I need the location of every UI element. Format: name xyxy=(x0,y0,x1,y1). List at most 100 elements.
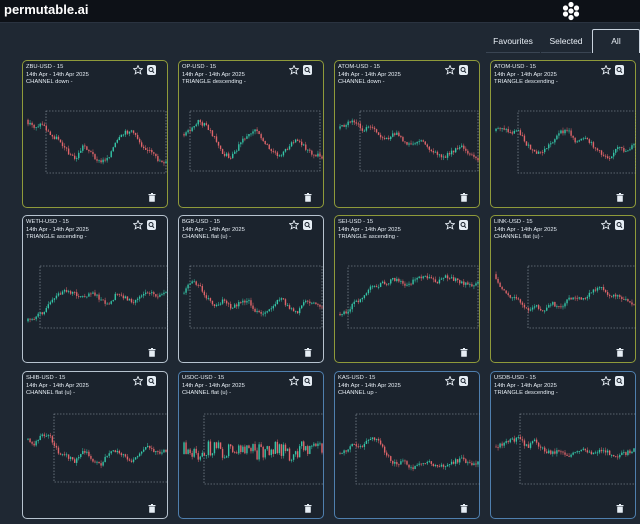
candle-body xyxy=(594,452,597,454)
candle-body xyxy=(541,447,544,449)
candle-body xyxy=(450,461,453,465)
candle-body xyxy=(161,294,163,296)
star-icon[interactable] xyxy=(289,65,299,75)
trash-icon[interactable] xyxy=(616,193,624,202)
star-icon[interactable] xyxy=(445,65,455,75)
candle-body xyxy=(539,446,542,448)
trash-icon[interactable] xyxy=(304,504,312,513)
tab-favourites[interactable]: Favourites xyxy=(486,30,540,53)
candle-body xyxy=(446,464,449,467)
star-icon[interactable] xyxy=(601,376,611,386)
star-icon[interactable] xyxy=(289,376,299,386)
chart-card[interactable]: SHIB-USD - 15 14th Apr - 14th Apr 2025 CHA… xyxy=(22,371,168,519)
candle-body xyxy=(252,131,254,134)
candle-body xyxy=(552,302,554,305)
candle-body xyxy=(234,151,236,154)
chart-card[interactable]: SEI-USD - 15 14th Apr - 14th Apr 2025 TRIA… xyxy=(334,215,480,363)
candle-body xyxy=(284,149,287,152)
candle-body xyxy=(390,279,392,284)
candle-body xyxy=(574,297,576,299)
trash-icon[interactable] xyxy=(460,348,468,357)
tab-all[interactable]: All xyxy=(592,29,640,53)
star-icon[interactable] xyxy=(445,376,455,386)
candle-body xyxy=(341,314,343,316)
candle-body xyxy=(211,300,214,305)
candle-body xyxy=(414,279,416,281)
trash-icon[interactable] xyxy=(148,504,156,513)
candle-body xyxy=(604,155,607,157)
trash-icon[interactable] xyxy=(304,348,312,357)
trash-icon[interactable] xyxy=(460,193,468,202)
candle-body xyxy=(525,307,528,309)
candle-body xyxy=(345,125,347,127)
trash-icon[interactable] xyxy=(616,504,624,513)
card-date-range: 14th Apr - 14th Apr 2025 xyxy=(182,382,245,389)
candle-body xyxy=(165,449,167,452)
candle-body xyxy=(495,128,497,131)
expand-icon[interactable] xyxy=(147,220,156,230)
chart-card[interactable]: USDC-USD - 15 14th Apr - 14th Apr 2025 CHA… xyxy=(178,371,324,519)
expand-icon[interactable] xyxy=(459,220,468,230)
star-icon[interactable] xyxy=(133,65,143,75)
candle-body xyxy=(102,159,104,163)
candle-body xyxy=(590,451,593,455)
candle-body xyxy=(619,295,621,297)
candle-body xyxy=(621,452,623,455)
star-icon[interactable] xyxy=(133,220,143,230)
brand-logo-text[interactable]: permutable.ai xyxy=(4,2,89,17)
chart-card[interactable]: WETH-USD - 15 14th Apr - 14th Apr 2025 TRI… xyxy=(22,215,168,363)
trash-icon[interactable] xyxy=(148,348,156,357)
expand-icon[interactable] xyxy=(459,376,468,386)
trash-icon[interactable] xyxy=(460,504,468,513)
tab-selected[interactable]: Selected xyxy=(541,30,591,53)
star-icon[interactable] xyxy=(289,220,299,230)
candle-body xyxy=(84,145,86,147)
chart-card[interactable]: OP-USD - 15 14th Apr - 14th Apr 2025 TRIAN… xyxy=(178,60,324,208)
chart-card[interactable]: ZBU-USD - 15 14th Apr - 14th Apr 2025 CHAN… xyxy=(22,60,168,208)
expand-icon[interactable] xyxy=(615,65,624,75)
expand-icon[interactable] xyxy=(147,65,156,75)
candle-body xyxy=(307,300,309,302)
expand-icon[interactable] xyxy=(615,220,624,230)
candle-body xyxy=(615,456,617,458)
chart-card[interactable]: USDB-USD - 15 14th Apr - 14th Apr 2025 TRI… xyxy=(490,371,636,519)
hexagon-cluster-logo-icon[interactable] xyxy=(561,1,581,21)
chart-card[interactable]: ATOM-USD - 15 14th Apr - 14th Apr 2025 TRI… xyxy=(490,60,636,208)
expand-icon[interactable] xyxy=(459,65,468,75)
chart-card[interactable]: KAS-USD - 15 14th Apr - 14th Apr 2025 CHAN… xyxy=(334,371,480,519)
candle-body xyxy=(580,449,582,452)
trash-icon[interactable] xyxy=(616,348,624,357)
candle-body xyxy=(578,297,580,299)
price-chart xyxy=(27,413,168,483)
expand-icon[interactable] xyxy=(303,220,312,230)
candle-body xyxy=(140,142,143,147)
candle-body xyxy=(343,311,345,315)
chart-card[interactable]: ATOM-USD - 15 14th Apr - 14th Apr 2025 CHA… xyxy=(334,60,480,208)
expand-icon[interactable] xyxy=(147,376,156,386)
expand-icon[interactable] xyxy=(303,376,312,386)
trash-icon[interactable] xyxy=(304,193,312,202)
candle-body xyxy=(454,148,457,153)
star-icon[interactable] xyxy=(601,220,611,230)
star-icon[interactable] xyxy=(445,220,455,230)
expand-icon[interactable] xyxy=(303,65,312,75)
trash-icon[interactable] xyxy=(148,193,156,202)
candle-body xyxy=(517,298,520,300)
candle-body xyxy=(377,286,380,288)
candle-body xyxy=(467,150,469,154)
candle-body xyxy=(94,154,96,160)
candle-body xyxy=(31,442,33,444)
expand-icon[interactable] xyxy=(615,376,624,386)
candle-body xyxy=(294,451,297,455)
star-icon[interactable] xyxy=(601,65,611,75)
candle-body xyxy=(473,463,475,465)
candle-body xyxy=(446,153,449,158)
candle-body xyxy=(246,136,248,139)
chart-card[interactable]: BGB-USD - 15 14th Apr - 14th Apr 2025 CHAN… xyxy=(178,215,324,363)
candle-body xyxy=(301,441,303,447)
candle-body xyxy=(84,451,86,453)
star-icon[interactable] xyxy=(133,376,143,386)
chart-card[interactable]: LINK-USD - 15 14th Apr - 14th Apr 2025 CHA… xyxy=(490,215,636,363)
candle-body xyxy=(238,445,240,454)
candle-body xyxy=(440,278,443,280)
